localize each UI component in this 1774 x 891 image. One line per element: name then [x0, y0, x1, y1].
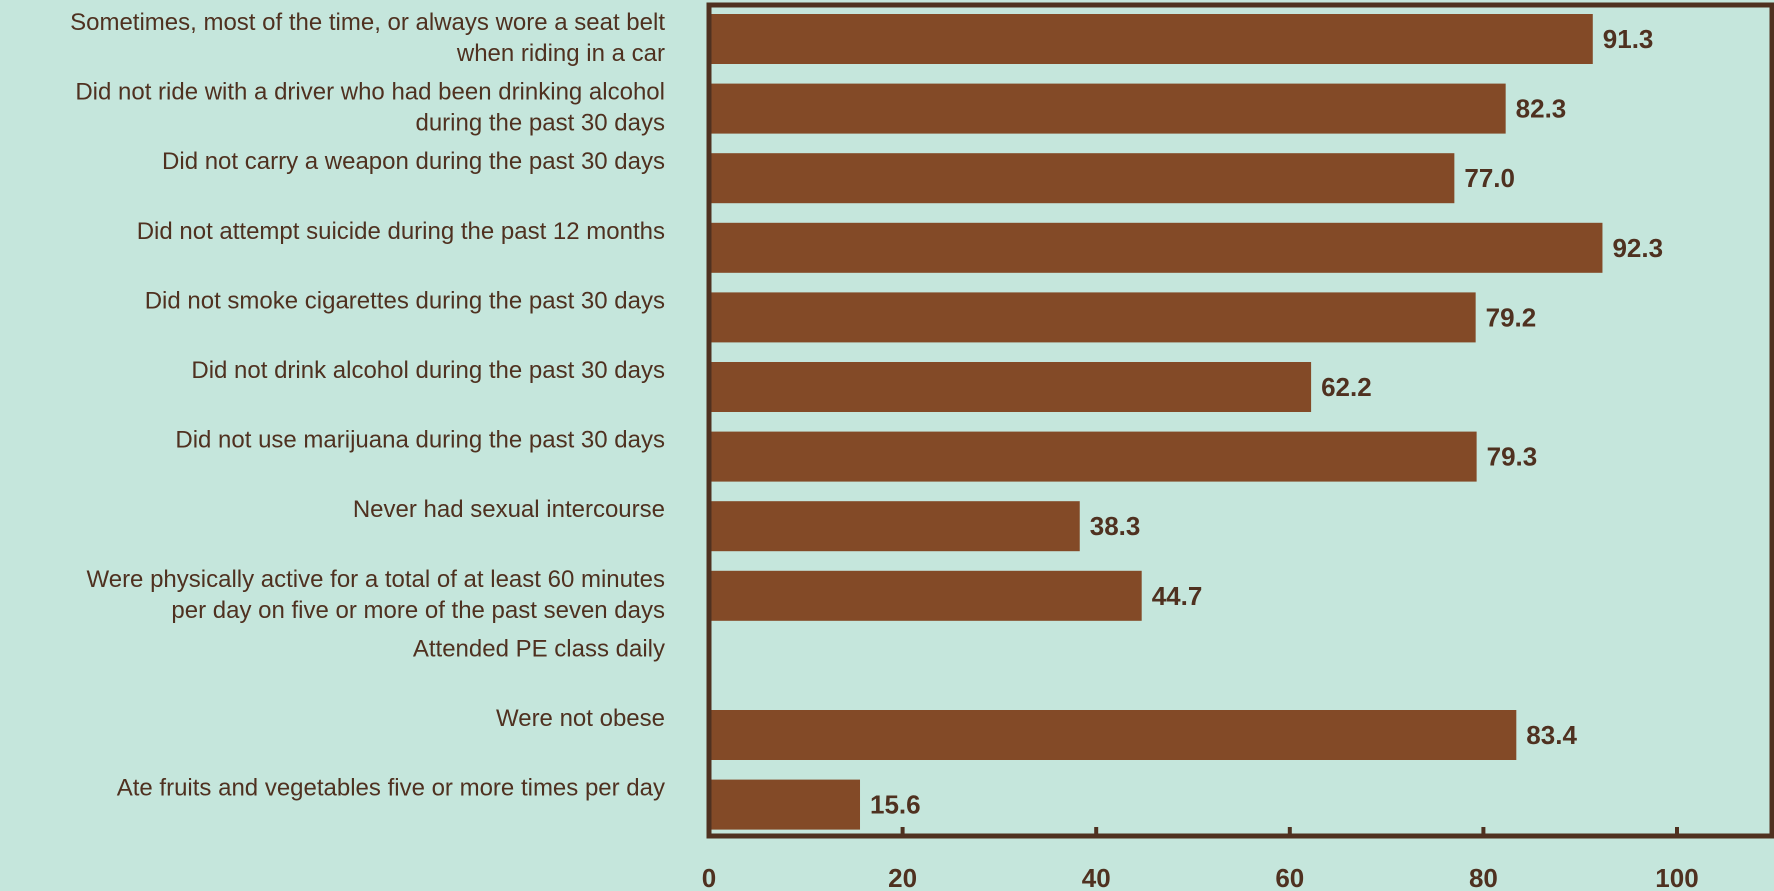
bar-value-label: 38.3: [1090, 511, 1141, 541]
x-tick-label: 20: [888, 863, 917, 891]
category-labels: Sometimes, most of the time, or always w…: [70, 9, 665, 802]
bar-value-label: 92.3: [1612, 233, 1663, 263]
bar: [709, 14, 1593, 64]
bar: [709, 153, 1455, 204]
category-label: Attended PE class daily: [413, 635, 665, 662]
category-label: Sometimes, most of the time, or always w…: [70, 9, 665, 36]
category-label: Did not carry a weapon during the past 3…: [162, 148, 665, 175]
bar-value-label: 91.3: [1603, 24, 1654, 54]
bar: [709, 501, 1080, 552]
bar: [709, 431, 1477, 482]
bar-value-label: 77.0: [1464, 163, 1515, 193]
bar-value-label: 44.7: [1152, 581, 1203, 611]
x-tick-label: 40: [1082, 863, 1111, 891]
value-labels: 91.3 82.3 77.0 92.3 79.2 62.2 79.3 38.3 44.7 83.4…: [870, 24, 1663, 820]
category-label: Did not attempt suicide during the past …: [137, 218, 665, 245]
axes: [706, 2, 1774, 839]
bar-value-label: 83.4: [1526, 720, 1577, 750]
x-tick-label: 100: [1655, 863, 1698, 891]
bar: [709, 362, 1312, 412]
x-tick-label: 0: [702, 863, 716, 891]
category-label: per day on five or more of the past seve…: [171, 597, 665, 624]
category-label: Did not smoke cigarettes during the past…: [145, 287, 665, 314]
bar-value-label: 79.2: [1486, 302, 1537, 332]
category-label: when riding in a car: [456, 40, 665, 67]
category-label: Ate fruits and vegetables five or more t…: [117, 775, 665, 802]
bar-value-label: 82.3: [1516, 94, 1567, 124]
bars-group: [709, 14, 1603, 830]
plot-frame: [706, 2, 1774, 839]
x-tick-label: 80: [1469, 863, 1498, 891]
category-label: Were not obese: [496, 705, 665, 732]
bar: [709, 83, 1506, 134]
category-label: Never had sexual intercourse: [353, 496, 665, 523]
x-tick-label: 60: [1275, 863, 1304, 891]
bar-value-label: 15.6: [870, 790, 921, 820]
bar-value-label: 62.2: [1321, 372, 1372, 402]
category-label: during the past 30 days: [415, 110, 665, 137]
category-label: Did not use marijuana during the past 30…: [175, 427, 665, 454]
bar: [709, 710, 1517, 760]
bar-value-label: 79.3: [1487, 442, 1538, 472]
x-ticks: 0 20 40 60 80 100: [702, 827, 1699, 891]
bar: [709, 292, 1476, 343]
bar: [709, 570, 1142, 621]
category-label: Were physically active for a total of at…: [87, 566, 666, 593]
category-label: Did not drink alcohol during the past 30…: [191, 357, 665, 384]
bar: [709, 779, 861, 830]
category-label: Did not ride with a driver who had been …: [75, 79, 665, 106]
bar: [709, 222, 1603, 273]
